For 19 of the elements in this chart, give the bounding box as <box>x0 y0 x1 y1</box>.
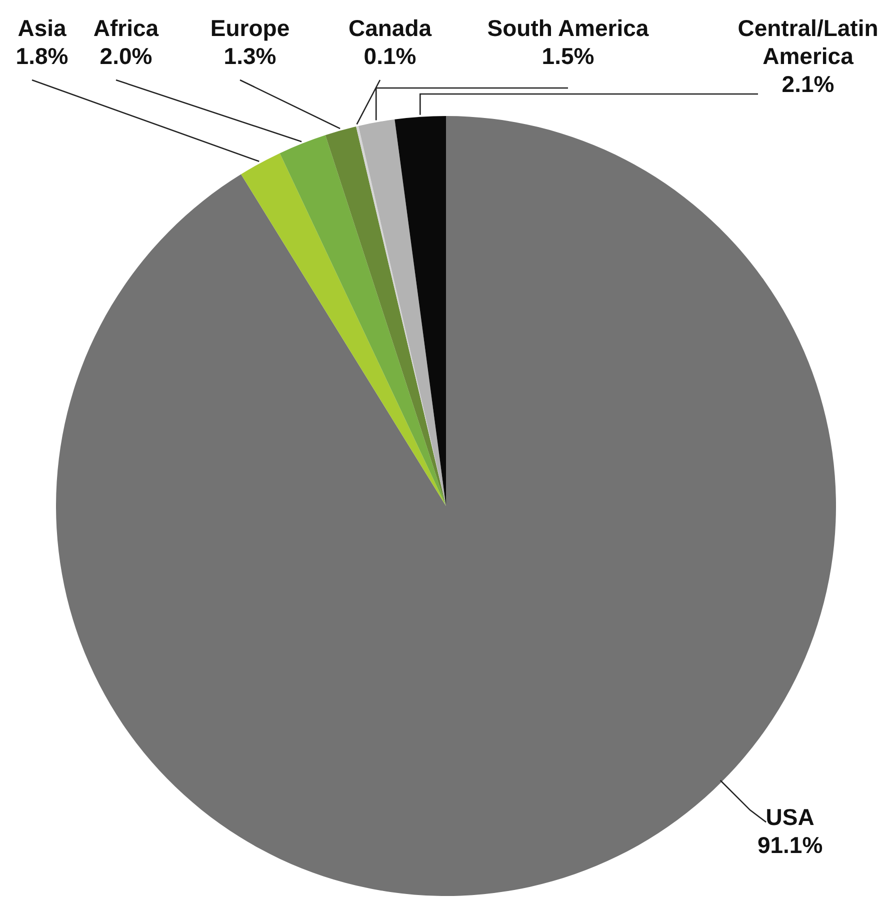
data-label: 0.1% <box>364 43 416 69</box>
pie-slice <box>280 135 446 506</box>
data-label: 1.3% <box>224 43 276 69</box>
data-label: 1.8% <box>16 43 68 69</box>
slice-label: Asia <box>18 15 66 41</box>
data-label: 1.5% <box>542 43 594 69</box>
pie-slice <box>394 116 446 506</box>
pie-slice <box>325 126 446 506</box>
data-label: 2.1% <box>782 71 834 97</box>
slice-label: Central/Latin America <box>738 15 878 69</box>
data-label: 91.1% <box>757 832 823 858</box>
pie-slice <box>56 116 836 896</box>
slice-label: Africa <box>93 15 159 41</box>
slice-label: South America <box>487 15 649 41</box>
pie-slice <box>241 153 446 506</box>
slice-label: Canada <box>348 15 432 41</box>
data-label: 2.0% <box>100 43 152 69</box>
slice-label: USA <box>766 804 814 830</box>
slice-label: Europe <box>210 15 290 41</box>
